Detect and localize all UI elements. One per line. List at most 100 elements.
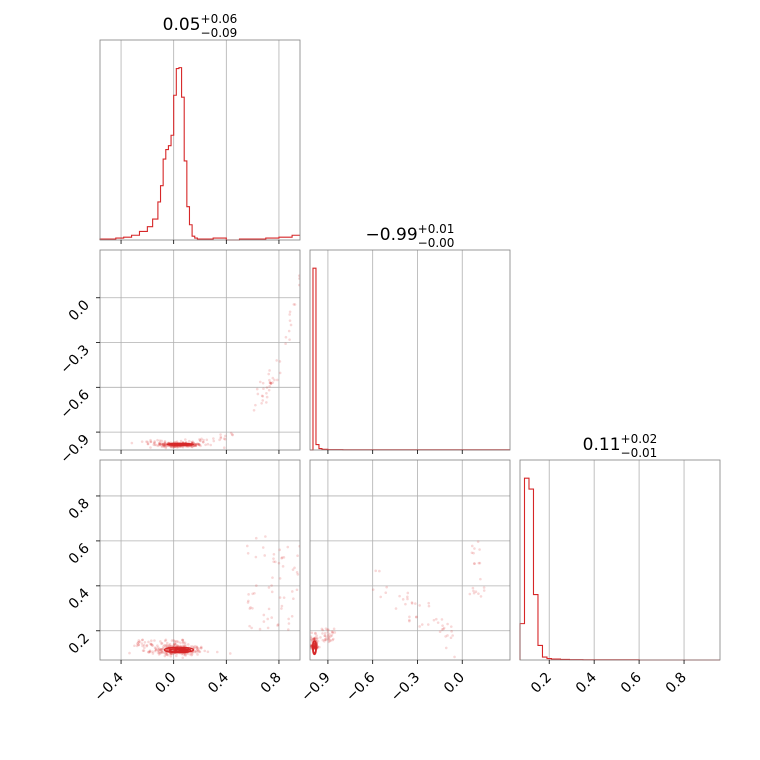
sample-point [449,636,453,640]
sample-point [427,604,431,608]
sample-point [173,445,177,448]
scatter-panel-2-1 [309,459,511,664]
sample-point [444,646,448,650]
sample-point [191,645,194,648]
sample-point [190,652,194,656]
sample-point [434,617,438,621]
sample-point [291,568,295,571]
sample-point [272,560,275,563]
x-tick-label: −0.6 [343,669,378,704]
sample-point [197,443,201,446]
sample-point [222,446,226,449]
sample-point [215,650,219,654]
sample-point [371,588,375,591]
density-contour [311,640,317,656]
sample-point [282,596,286,599]
sample-point [180,652,184,656]
sample-point [171,445,175,449]
sample-point [379,595,383,599]
sample-point [310,631,314,635]
x-tick-label: 0.2 [528,670,555,697]
sample-point [298,277,300,280]
sample-point [154,647,158,650]
sample-point [160,642,163,645]
sample-point [156,644,159,647]
sample-point [174,642,177,646]
sample-point [261,546,265,549]
sample-point [146,650,150,654]
sample-point [205,438,209,442]
sample-point [441,624,444,627]
sample-point [331,631,334,635]
sample-point [394,607,398,610]
sample-point [331,630,334,634]
sample-point [260,394,264,398]
sample-point [203,649,207,653]
sample-point [181,639,185,642]
sample-point [181,445,185,449]
sample-point [471,586,475,590]
sample-point [158,443,161,446]
x-tick-label: 0.0 [441,670,468,697]
sample-point [401,598,405,601]
sample-point [198,438,201,441]
sample-point [420,623,424,626]
sample-point [148,650,152,654]
sample-point [288,319,292,322]
sample-point [171,648,175,652]
sample-point [277,561,281,565]
sample-point [160,445,164,449]
sample-point [247,599,250,603]
sample-point [192,444,196,448]
sample-point [323,639,326,643]
sample-point [432,618,436,622]
sample-point [154,648,158,652]
sample-point [315,634,318,638]
scatter-panel-2-0 [96,459,301,664]
sample-point [267,607,271,611]
y-tick-label: 0.0 [66,297,93,324]
density-contour [178,649,188,653]
sample-point [265,392,268,395]
sample-point [193,444,196,448]
x-tick-label: 0.8 [663,670,690,697]
sample-point [172,445,175,448]
sample-point [321,638,325,642]
sample-point [212,439,216,443]
sample-point [148,649,152,652]
sample-point [199,439,202,443]
sample-point [286,545,290,549]
sample-point [146,440,149,444]
sample-point [418,625,421,628]
sample-point [162,645,165,648]
sample-point [288,313,291,316]
sample-point [268,381,272,384]
sample-point [152,443,156,446]
sample-point [478,548,481,551]
sample-point [333,631,337,634]
sample-point [195,648,199,651]
sample-point [329,639,332,642]
sample-point [310,644,312,648]
sample-point [160,649,164,653]
sample-point [323,638,327,641]
panel-border [309,459,511,661]
sample-point [278,596,282,599]
sample-point [163,643,166,647]
sample-point [162,651,166,655]
sample-point [470,551,474,555]
sample-point [312,637,316,640]
sample-point [314,632,317,635]
sample-point [404,602,407,606]
sample-point [156,649,160,653]
sample-point [293,303,297,306]
sample-point [164,445,168,448]
sample-point [168,652,172,655]
sample-point [275,378,279,382]
sample-point [197,442,200,446]
sample-point [149,440,153,444]
sample-point [330,634,334,637]
x-tick-label: 0.4 [205,669,232,696]
sample-point [436,621,440,624]
